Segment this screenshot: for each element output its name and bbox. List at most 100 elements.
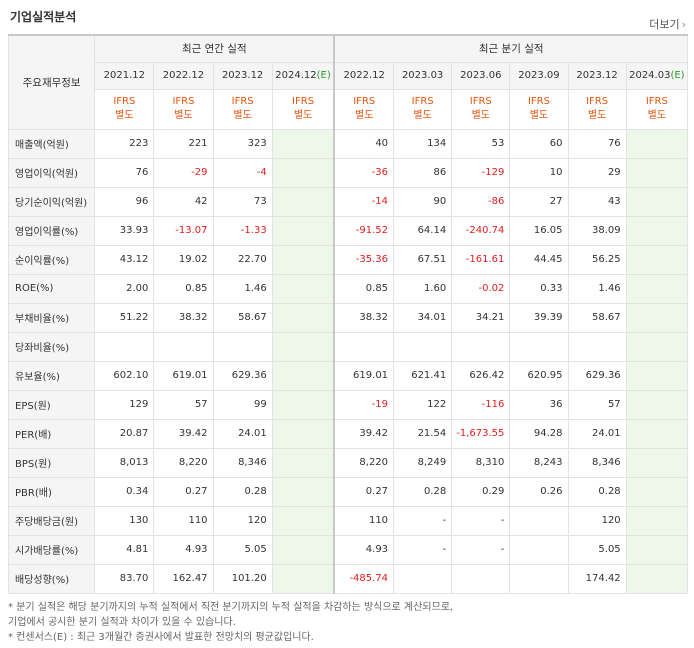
table-cell xyxy=(509,331,569,362)
table-row: PBR(배) 0.34 0.27 0.28 0.27 0.28 0.29 0.26 0.28 xyxy=(7,476,689,507)
basis-header: IFRS 별도 xyxy=(567,88,627,130)
estimate-mark: (E) xyxy=(316,70,331,81)
table-cell: 629.36 xyxy=(567,360,627,391)
table-cell: 0.28 xyxy=(212,476,273,507)
table-row: ROE(%) 2.00 0.85 1.46 0.85 1.60 -0.02 0.33 1.46 xyxy=(7,273,689,304)
table-cell: 40 xyxy=(333,128,395,159)
table-cell: 58.67 xyxy=(212,302,273,333)
table-cell xyxy=(271,563,335,594)
table-cell xyxy=(567,331,627,362)
table-cell: 38.32 xyxy=(153,302,214,333)
table-cell xyxy=(271,273,335,304)
row-label: 영업이익(억원) xyxy=(7,157,96,188)
table-cell: 0.27 xyxy=(153,476,214,507)
table-cell: 34.01 xyxy=(393,302,453,333)
row-label-header: 주요재무정보 xyxy=(7,34,96,130)
table-cell xyxy=(509,505,569,536)
table-cell: 0.85 xyxy=(153,273,214,304)
table-cell: 8,220 xyxy=(153,447,214,478)
table-cell: 629.36 xyxy=(212,360,273,391)
table-cell: 27 xyxy=(509,186,569,217)
table-cell xyxy=(271,476,335,507)
table-cell: 34.21 xyxy=(451,302,511,333)
table-cell: 1.46 xyxy=(212,273,273,304)
row-label: EPS(원) xyxy=(7,389,96,420)
table-cell: 174.42 xyxy=(567,563,627,594)
table-cell: 120 xyxy=(567,505,627,536)
table-cell xyxy=(625,418,689,449)
table-cell: 0.29 xyxy=(451,476,511,507)
table-cell: -36 xyxy=(333,157,395,188)
table-cell: 94.28 xyxy=(509,418,569,449)
period-header: 2023.06 xyxy=(451,61,511,90)
footnote: * 컨센서스(E) : 최근 3개월간 증권사에서 발표한 전망치의 평균값입니… xyxy=(8,632,314,643)
table-cell: 24.01 xyxy=(567,418,627,449)
footnote: * 분기 실적은 해당 분기까지의 누적 실적에서 직전 분기까지의 누적 실적… xyxy=(8,602,454,613)
financial-table: 주요재무정보 최근 연간 실적 최근 분기 실적 2021.12 2022.12 2… xyxy=(7,34,689,594)
table-cell xyxy=(625,563,689,594)
table-row: 당기순이익(억원) 96 42 73 -14 90 -86 27 43 xyxy=(7,186,689,217)
table-cell: 8,346 xyxy=(567,447,627,478)
table-row: 영업이익(억원) 76 -29 -4 -36 86 -129 10 29 xyxy=(7,157,689,188)
table-cell: 36 xyxy=(509,389,569,420)
table-cell: 122 xyxy=(393,389,453,420)
table-cell: 8,249 xyxy=(393,447,453,478)
table-cell: 1.46 xyxy=(567,273,627,304)
table-cell: 0.26 xyxy=(509,476,569,507)
table-cell: 73 xyxy=(212,186,273,217)
table-cell: 19.02 xyxy=(153,244,214,275)
table-cell xyxy=(333,331,395,362)
table-cell: 20.87 xyxy=(94,418,155,449)
table-cell: 162.47 xyxy=(153,563,214,594)
table-cell: 44.45 xyxy=(509,244,569,275)
table-cell: 22.70 xyxy=(212,244,273,275)
table-cell xyxy=(625,273,689,304)
chevron-right-icon: › xyxy=(681,18,686,31)
table-cell: 60 xyxy=(509,128,569,159)
table-cell: 0.85 xyxy=(333,273,395,304)
table-cell: 0.28 xyxy=(567,476,627,507)
table-cell: -116 xyxy=(451,389,511,420)
table-cell: 619.01 xyxy=(333,360,395,391)
basis-header: IFRS 별도 xyxy=(509,88,569,130)
table-cell: 4.93 xyxy=(153,534,214,565)
table-cell xyxy=(271,186,335,217)
table-cell: 39.42 xyxy=(153,418,214,449)
row-label: 매출액(억원) xyxy=(7,128,96,159)
table-cell: 8,013 xyxy=(94,447,155,478)
table-cell: 2.00 xyxy=(94,273,155,304)
table-row: 당좌비율(%) xyxy=(7,331,689,362)
table-cell: -1.33 xyxy=(212,215,273,246)
table-cell: 57 xyxy=(153,389,214,420)
table-cell: -19 xyxy=(333,389,395,420)
table-cell: -86 xyxy=(451,186,511,217)
table-cell xyxy=(625,157,689,188)
row-label: PER(배) xyxy=(7,418,96,449)
table-cell: 5.05 xyxy=(567,534,627,565)
estimate-mark: (E) xyxy=(670,70,685,81)
table-cell xyxy=(509,563,569,594)
table-row: 부채비율(%) 51.22 38.32 58.67 38.32 34.01 34.21 39.… xyxy=(7,302,689,333)
table-cell: 0.33 xyxy=(509,273,569,304)
more-link[interactable]: 더보기 › xyxy=(649,18,686,31)
table-row: PER(배) 20.87 39.42 24.01 39.42 21.54 -1,673.55… xyxy=(7,418,689,449)
table-cell: -129 xyxy=(451,157,511,188)
table-cell xyxy=(271,302,335,333)
row-label: PBR(배) xyxy=(7,476,96,507)
table-cell: -240.74 xyxy=(451,215,511,246)
table-cell: 0.27 xyxy=(333,476,395,507)
table-cell xyxy=(271,244,335,275)
table-cell: 602.10 xyxy=(94,360,155,391)
table-cell: 39.39 xyxy=(509,302,569,333)
table-cell: 620.95 xyxy=(509,360,569,391)
table-cell: 76 xyxy=(94,157,155,188)
table-cell: 99 xyxy=(212,389,273,420)
table-cell xyxy=(212,331,273,362)
table-cell: -29 xyxy=(153,157,214,188)
table-row: BPS(원) 8,013 8,220 8,346 8,220 8,249 8,310 8,24… xyxy=(7,447,689,478)
section-title: 기업실적분석 xyxy=(10,10,77,24)
table-cell xyxy=(625,302,689,333)
table-cell: - xyxy=(393,505,453,536)
table-cell xyxy=(271,505,335,536)
basis-header: IFRS 별도 xyxy=(94,88,155,130)
